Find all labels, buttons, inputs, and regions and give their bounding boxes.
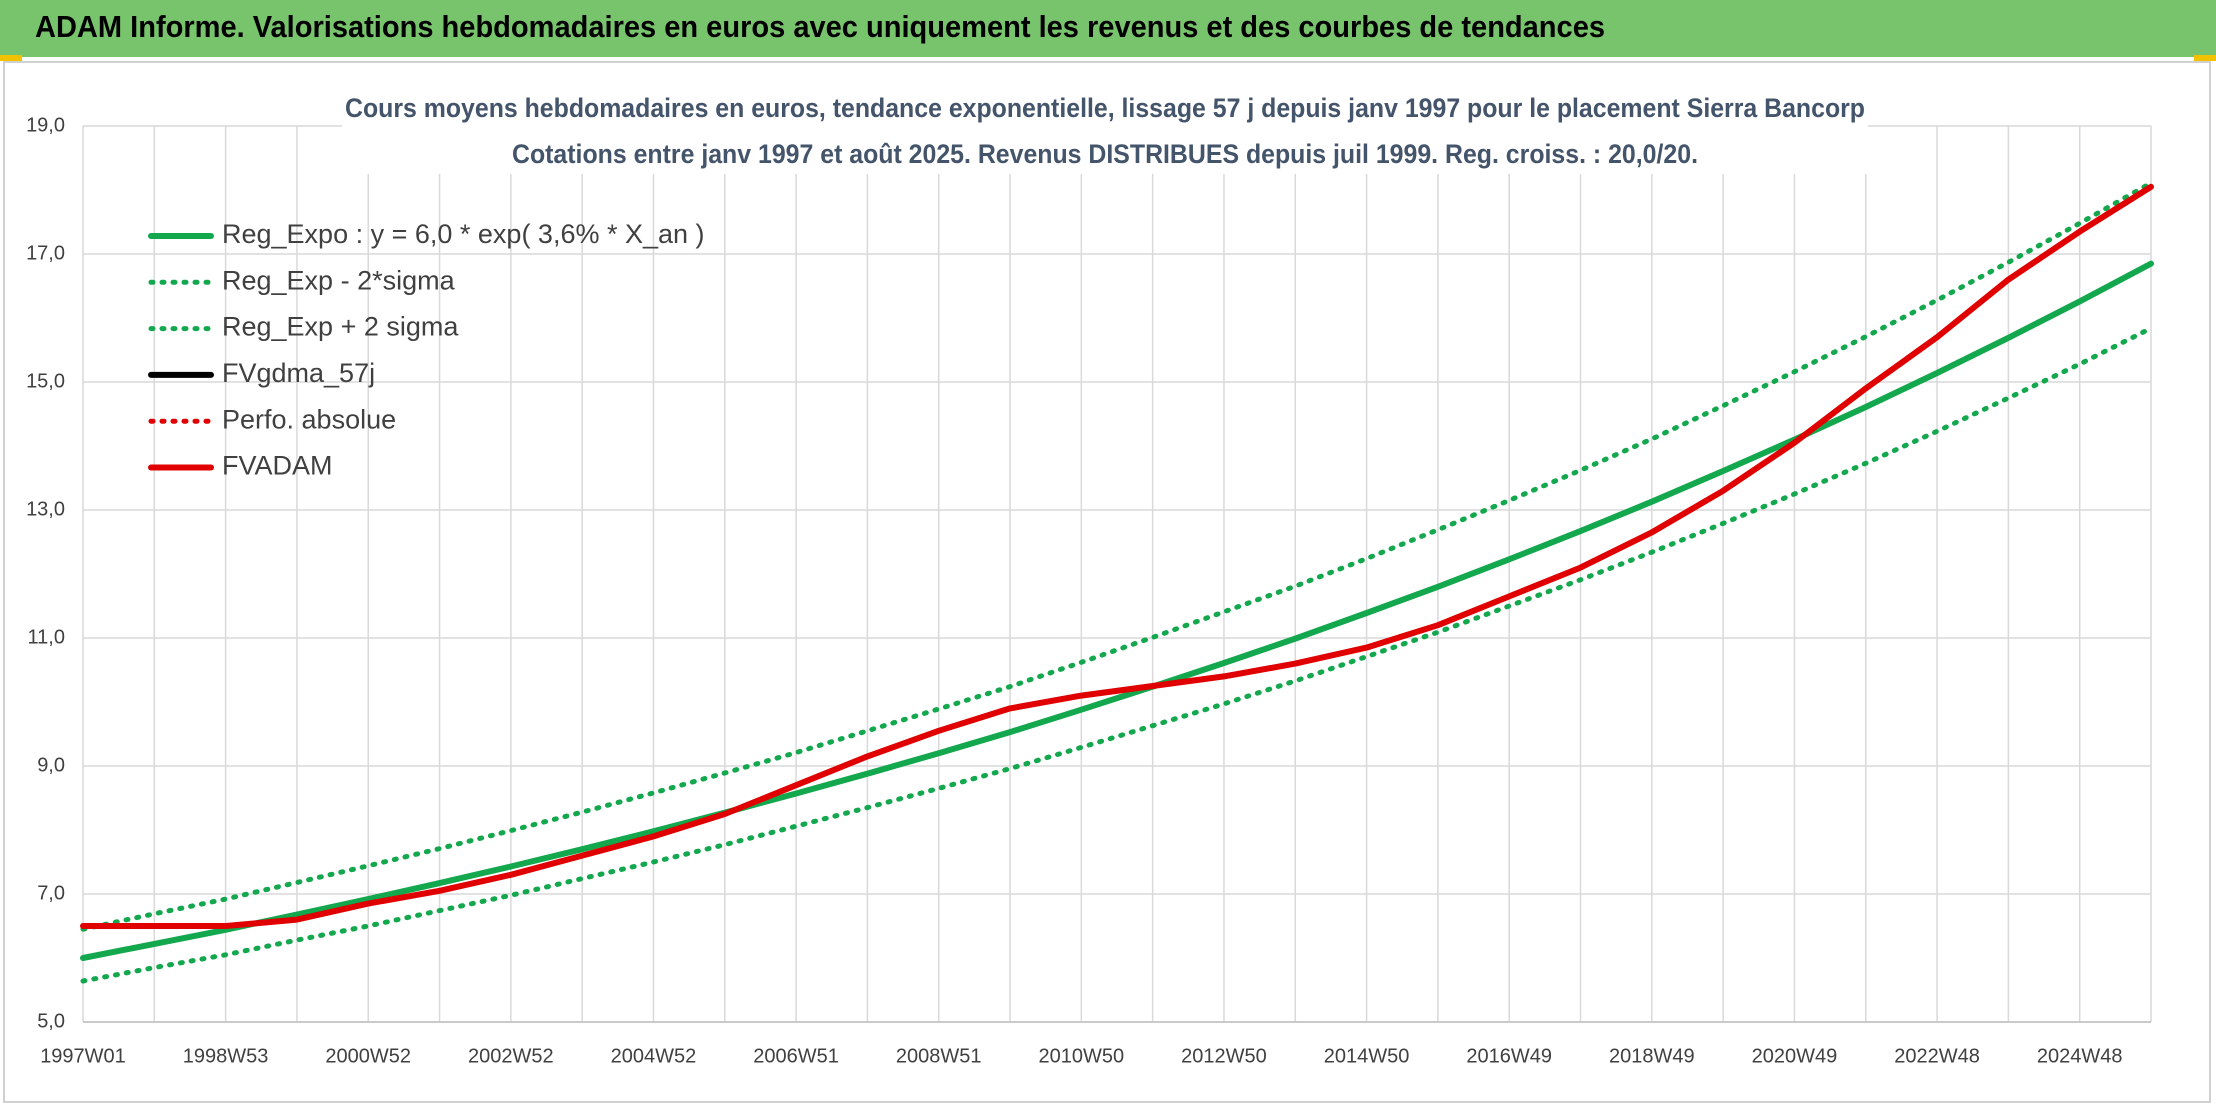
x-tick-label: 2016W49 xyxy=(1466,1045,1552,1067)
x-tick-label: 2018W49 xyxy=(1609,1045,1695,1067)
chart-frame xyxy=(3,61,2211,1103)
x-tick-label: 2006W51 xyxy=(753,1045,839,1067)
y-tick-label: 17,0 xyxy=(26,242,65,264)
x-tick-label: 2004W52 xyxy=(611,1045,697,1067)
x-tick-label: 1998W53 xyxy=(183,1045,269,1067)
x-tick-label: 2024W48 xyxy=(2037,1045,2123,1067)
series-line xyxy=(80,325,2154,984)
x-tick-label: 1997W01 xyxy=(40,1045,126,1067)
legend-label: Reg_Exp + 2 sigma xyxy=(222,312,459,342)
x-tick-label: 2020W49 xyxy=(1752,1045,1838,1067)
x-tick-label: 2012W50 xyxy=(1181,1045,1267,1067)
y-tick-label: 5,0 xyxy=(37,1010,65,1032)
y-tick-label: 11,0 xyxy=(28,626,65,648)
legend-label: Reg_Expo : y = 6,0 * exp( 3,6% * X_an ) xyxy=(222,219,705,249)
x-tick-label: 2002W52 xyxy=(468,1045,554,1067)
y-tick-label: 7,0 xyxy=(37,882,65,904)
corner-mark xyxy=(0,55,22,61)
legend-label: Perfo. absolue xyxy=(222,404,396,434)
y-tick-label: 19,0 xyxy=(26,114,65,136)
header-title: ADAM Informe. Valorisations hebdomadaire… xyxy=(35,9,1605,44)
x-tick-label: 2000W52 xyxy=(325,1045,411,1067)
x-tick-label: 2022W48 xyxy=(1894,1045,1980,1067)
title-backdrop xyxy=(342,90,1868,174)
corner-mark xyxy=(2194,55,2216,61)
series-line xyxy=(80,183,2154,929)
legend-label: FVADAM xyxy=(222,451,333,481)
x-tick-label: 2010W50 xyxy=(1039,1045,1125,1067)
y-tick-label: 15,0 xyxy=(26,370,65,392)
series-line xyxy=(80,180,2154,932)
legend-label: FVgdma_57j xyxy=(222,358,375,388)
header-bar xyxy=(0,0,2216,57)
y-tick-label: 13,0 xyxy=(26,498,65,520)
x-tick-label: 2014W50 xyxy=(1324,1045,1410,1067)
chart-subtitle: Cotations entre janv 1997 et août 2025. … xyxy=(512,139,1698,169)
x-tick-label: 2008W51 xyxy=(896,1045,982,1067)
chart-title: Cours moyens hebdomadaires en euros, ten… xyxy=(345,93,1865,123)
y-tick-label: 9,0 xyxy=(37,754,65,776)
legend-label: Reg_Exp - 2*sigma xyxy=(222,265,456,295)
